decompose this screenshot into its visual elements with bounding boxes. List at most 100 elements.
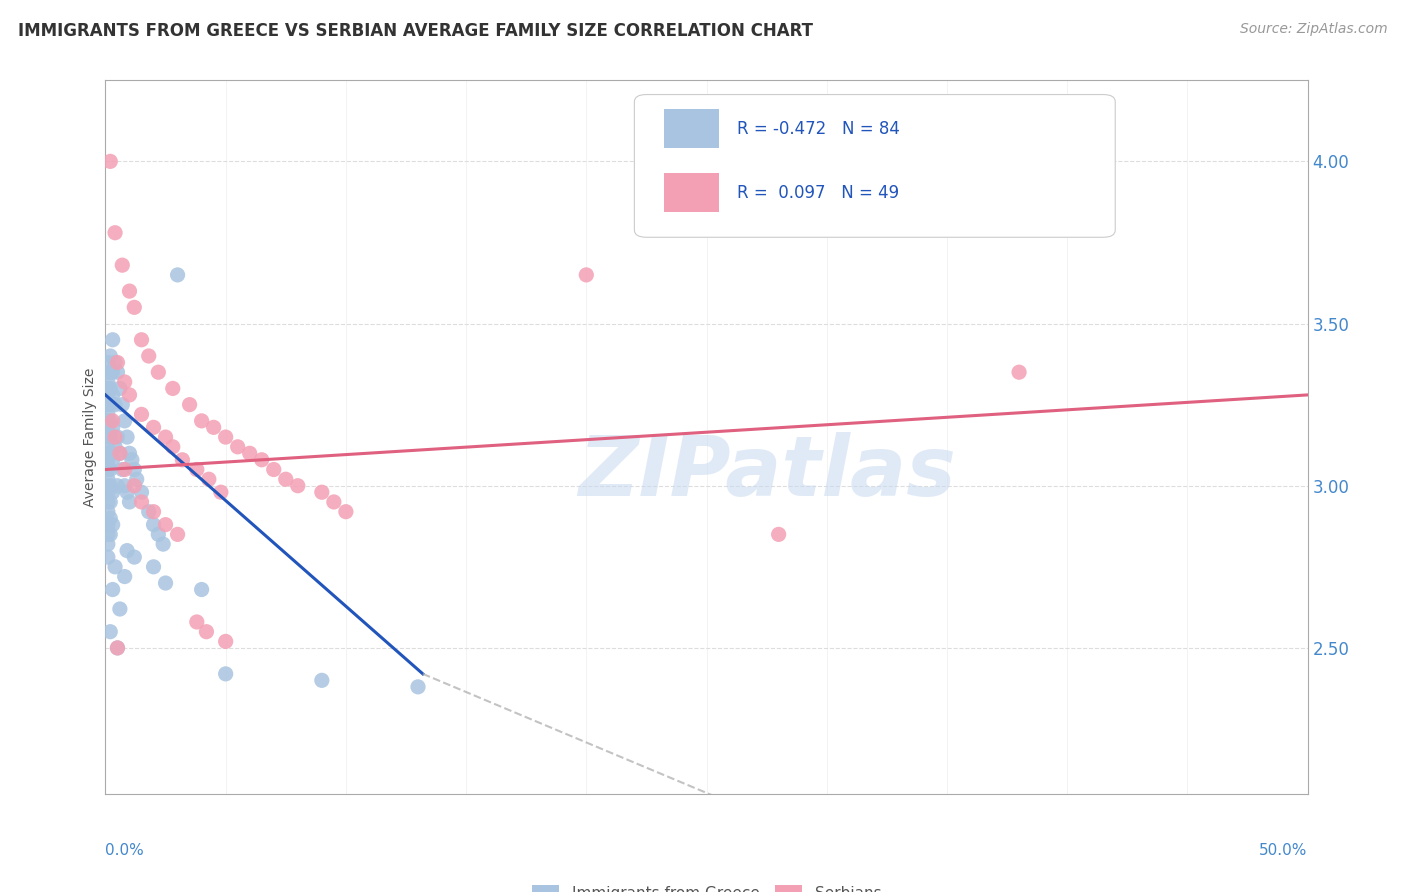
Point [148, 527, 170, 541]
Text: 0.0%: 0.0% [105, 843, 145, 858]
Point [142, 420, 165, 434]
Point [98, 398, 121, 412]
Point [111, 398, 134, 412]
Point [131, 485, 153, 500]
FancyBboxPatch shape [665, 109, 718, 148]
Point [107, 479, 129, 493]
Point [97, 375, 120, 389]
Point [115, 485, 138, 500]
Point [98, 527, 121, 541]
Point [124, 550, 146, 565]
Point [287, 479, 309, 493]
Point [311, 485, 333, 500]
Point [155, 517, 177, 532]
Point [142, 517, 165, 532]
Point [131, 495, 153, 509]
Point [142, 505, 165, 519]
Point [98, 462, 121, 476]
Point [101, 582, 124, 597]
Point [101, 414, 124, 428]
Point [97, 420, 120, 434]
Point [152, 537, 174, 551]
Point [97, 517, 120, 532]
Point [209, 485, 232, 500]
Point [166, 268, 188, 282]
Point [311, 673, 333, 688]
Point [322, 495, 344, 509]
Point [214, 666, 236, 681]
Text: R =  0.097   N = 49: R = 0.097 N = 49 [737, 184, 898, 202]
Point [97, 462, 120, 476]
Point [190, 582, 212, 597]
Text: R = -0.472   N = 84: R = -0.472 N = 84 [737, 120, 900, 137]
Point [155, 430, 177, 444]
Point [101, 420, 124, 434]
Point [115, 543, 138, 558]
Point [97, 398, 120, 412]
Point [406, 680, 429, 694]
Point [107, 640, 129, 655]
Point [121, 452, 143, 467]
Point [104, 559, 127, 574]
Point [108, 446, 131, 460]
Point [97, 365, 120, 379]
Point [111, 258, 134, 272]
Point [98, 154, 121, 169]
Point [101, 517, 124, 532]
Point [155, 576, 177, 591]
Legend: Immigrants from Greece, Serbians: Immigrants from Greece, Serbians [526, 880, 887, 892]
Point [107, 640, 129, 655]
Point [114, 414, 136, 428]
Point [97, 495, 120, 509]
Point [104, 398, 127, 412]
Point [97, 355, 120, 369]
Point [101, 452, 124, 467]
Point [101, 365, 124, 379]
Point [101, 333, 124, 347]
Point [125, 472, 148, 486]
Point [250, 452, 273, 467]
Point [104, 430, 127, 444]
Point [124, 462, 146, 476]
Point [97, 479, 120, 493]
Point [97, 381, 120, 395]
Point [98, 414, 121, 428]
Point [111, 462, 134, 476]
Point [97, 505, 120, 519]
Point [98, 511, 121, 525]
Y-axis label: Average Family Size: Average Family Size [83, 368, 97, 507]
Point [768, 527, 790, 541]
Point [98, 446, 121, 460]
Point [1008, 365, 1031, 379]
Point [97, 446, 120, 460]
Point [98, 624, 121, 639]
Point [107, 355, 129, 369]
Point [97, 440, 120, 454]
Point [274, 472, 297, 486]
Point [202, 420, 225, 434]
Point [107, 430, 129, 444]
Point [131, 333, 153, 347]
FancyBboxPatch shape [665, 173, 718, 212]
Point [97, 550, 120, 565]
Point [162, 381, 184, 395]
Point [98, 349, 121, 363]
Point [115, 430, 138, 444]
Text: Source: ZipAtlas.com: Source: ZipAtlas.com [1240, 22, 1388, 37]
Point [114, 479, 136, 493]
Point [162, 440, 184, 454]
Point [214, 634, 236, 648]
Point [98, 381, 121, 395]
Point [179, 398, 201, 412]
Point [114, 462, 136, 476]
Point [575, 268, 598, 282]
Text: 50.0%: 50.0% [1260, 843, 1308, 858]
Point [166, 527, 188, 541]
Text: IMMIGRANTS FROM GREECE VS SERBIAN AVERAGE FAMILY SIZE CORRELATION CHART: IMMIGRANTS FROM GREECE VS SERBIAN AVERAG… [18, 22, 813, 40]
Point [131, 408, 153, 422]
Point [335, 505, 357, 519]
Point [114, 569, 136, 583]
Point [98, 479, 121, 493]
Point [97, 430, 120, 444]
Point [142, 559, 165, 574]
